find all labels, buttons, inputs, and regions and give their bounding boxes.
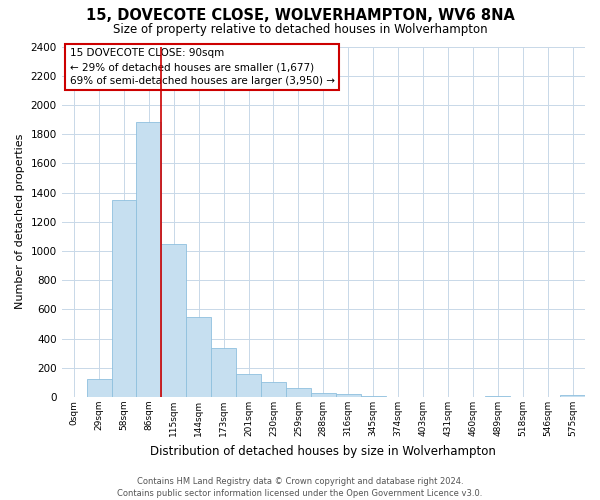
Bar [186, 316, 211, 397]
Text: 15, DOVECOTE CLOSE, WOLVERHAMPTON, WV6 8NA: 15, DOVECOTE CLOSE, WOLVERHAMPTON, WV6 8… [86, 8, 514, 22]
Bar [485, 396, 510, 397]
X-axis label: Distribution of detached houses by size in Wolverhampton: Distribution of detached houses by size … [151, 444, 496, 458]
Bar [311, 392, 336, 397]
Text: Size of property relative to detached houses in Wolverhampton: Size of property relative to detached ho… [113, 22, 487, 36]
Text: Contains HM Land Registry data © Crown copyright and database right 2024.
Contai: Contains HM Land Registry data © Crown c… [118, 476, 482, 498]
Bar [261, 382, 286, 397]
Bar [112, 200, 136, 397]
Y-axis label: Number of detached properties: Number of detached properties [15, 134, 25, 310]
Bar [236, 374, 261, 397]
Bar [136, 122, 161, 397]
Bar [86, 379, 112, 397]
Bar [286, 388, 311, 397]
Bar [560, 395, 585, 397]
Text: 15 DOVECOTE CLOSE: 90sqm
← 29% of detached houses are smaller (1,677)
69% of sem: 15 DOVECOTE CLOSE: 90sqm ← 29% of detach… [70, 48, 335, 86]
Bar [161, 244, 186, 397]
Bar [336, 394, 361, 397]
Bar [361, 396, 386, 397]
Bar [211, 348, 236, 397]
